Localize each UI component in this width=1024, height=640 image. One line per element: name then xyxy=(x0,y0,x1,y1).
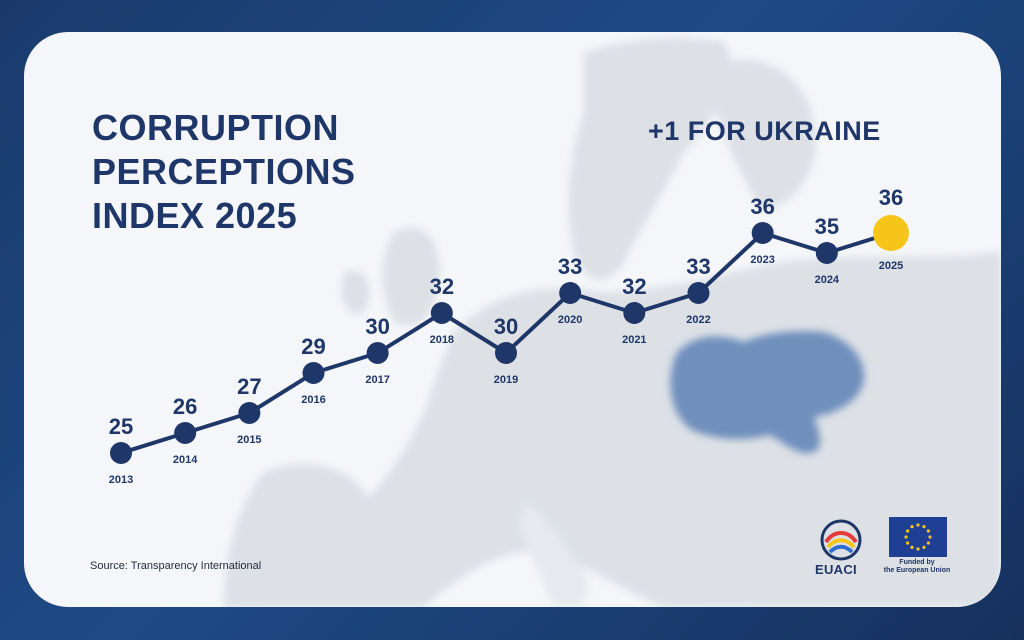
source-note: Source: Transparency International xyxy=(90,560,262,572)
map-iberia xyxy=(224,464,375,607)
year-label-2018: 2018 xyxy=(430,334,454,346)
data-point-2021 xyxy=(623,302,646,324)
ukraine-headline: +1 FOR UKRAINE xyxy=(648,116,881,146)
year-label-2015: 2015 xyxy=(237,434,261,446)
eu-star xyxy=(906,529,910,533)
eu-caption-line-1: Funded by xyxy=(899,559,935,566)
infographic-card: 25 2013 26 2014 27 2015 29 2016 30 2017 32 2018 30 20… xyxy=(24,32,1001,607)
data-point-2016 xyxy=(302,362,325,384)
eu-star xyxy=(910,525,914,529)
eu-star xyxy=(916,523,920,527)
map-british-isles xyxy=(382,227,440,326)
eu-star xyxy=(916,547,920,551)
value-label-2022: 33 xyxy=(686,254,710,279)
value-label-2018: 32 xyxy=(430,274,454,299)
title-line-2: PERCEPTIONS xyxy=(92,151,356,192)
eu-stars-icon xyxy=(904,523,932,551)
map-ukraine xyxy=(670,331,865,454)
eu-caption-line-2: the European Union xyxy=(883,567,951,574)
data-point-2015 xyxy=(238,402,261,424)
data-point-2024 xyxy=(815,242,838,264)
euaci-wordmark: EUACI xyxy=(815,562,857,577)
map-ireland xyxy=(341,270,370,314)
data-point-2017 xyxy=(366,342,389,364)
value-label-2013: 25 xyxy=(109,414,133,439)
title-line-3: INDEX 2025 xyxy=(92,195,298,236)
eu-star xyxy=(906,541,910,545)
year-label-2023: 2023 xyxy=(750,254,774,266)
map-finland xyxy=(714,59,816,212)
year-label-2020: 2020 xyxy=(558,314,582,326)
year-label-2022: 2022 xyxy=(686,314,710,326)
eu-star xyxy=(904,535,908,539)
title-line-1: CORRUPTION xyxy=(92,107,339,148)
value-label-2016: 29 xyxy=(301,334,325,359)
year-label-2017: 2017 xyxy=(365,374,389,386)
cpi-line-chart: 25 2013 26 2014 27 2015 29 2016 30 2017 32 2018 30 20… xyxy=(109,185,909,486)
year-label-2025: 2025 xyxy=(879,260,903,272)
eu-star xyxy=(928,535,932,539)
data-point-2023 xyxy=(751,222,774,244)
eu-star xyxy=(922,525,926,529)
eu-star xyxy=(926,529,930,533)
year-label-2024: 2024 xyxy=(815,274,840,286)
value-label-2015: 27 xyxy=(237,374,261,399)
value-label-2021: 32 xyxy=(622,274,646,299)
data-point-2014 xyxy=(174,422,197,444)
value-label-2023: 36 xyxy=(750,194,774,219)
value-label-2020: 33 xyxy=(558,254,582,279)
value-label-2017: 30 xyxy=(365,314,389,339)
data-point-2019 xyxy=(495,342,517,364)
year-label-2019: 2019 xyxy=(494,374,518,386)
map-scandinavia xyxy=(568,37,731,281)
eu-funding-caption: Funded by the European Union xyxy=(882,559,952,575)
data-point-2020 xyxy=(559,282,582,304)
data-point-2013 xyxy=(110,442,132,464)
page-title: CORRUPTION PERCEPTIONS INDEX 2025 xyxy=(92,106,452,238)
data-point-2018 xyxy=(430,302,453,324)
eu-star xyxy=(922,545,926,549)
year-label-2014: 2014 xyxy=(173,454,198,466)
year-label-2016: 2016 xyxy=(301,394,325,406)
eu-star xyxy=(910,545,914,549)
eu-star xyxy=(926,541,930,545)
year-label-2021: 2021 xyxy=(622,334,646,346)
europe-map-background xyxy=(224,37,1001,607)
value-label-2014: 26 xyxy=(173,394,197,419)
data-point-2025 xyxy=(873,215,909,251)
value-label-2024: 35 xyxy=(815,214,839,239)
data-point-2022 xyxy=(687,282,710,304)
year-label-2013: 2013 xyxy=(109,474,133,486)
euaci-logo-icon xyxy=(820,519,862,561)
value-label-2025: 36 xyxy=(879,185,903,210)
eu-flag-icon xyxy=(889,517,947,557)
value-label-2019: 30 xyxy=(494,314,518,339)
map-italy xyxy=(519,502,589,607)
